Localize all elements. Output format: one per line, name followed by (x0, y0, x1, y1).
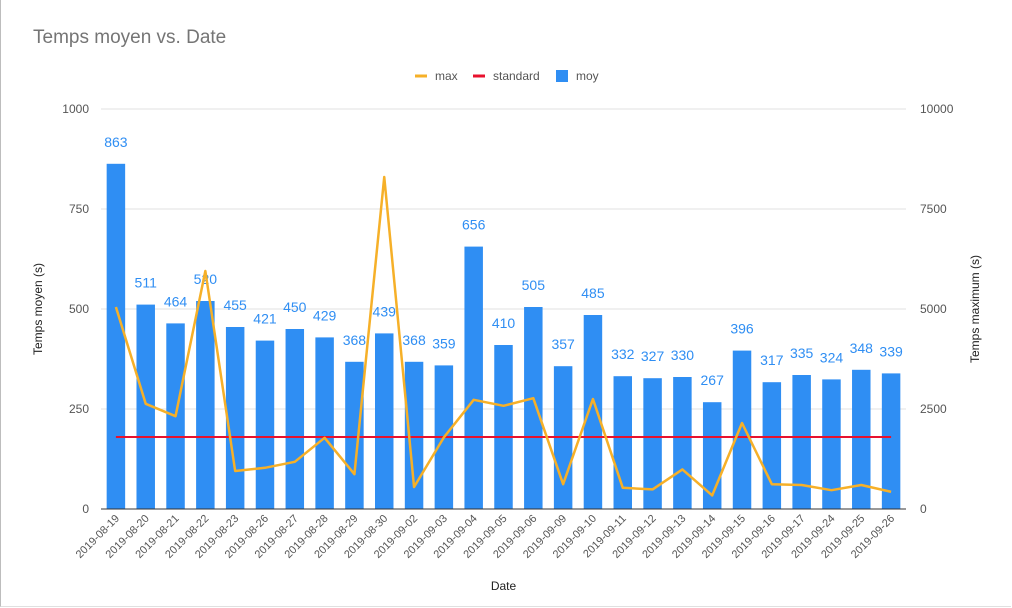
bar-moy (583, 315, 603, 509)
bar-moy (881, 373, 901, 509)
y2-tick-label: 2500 (920, 402, 947, 416)
bar-data-label: 339 (879, 343, 903, 359)
bar-data-label: 359 (432, 335, 456, 351)
bar-data-label: 410 (492, 315, 516, 331)
bar-data-label: 327 (641, 348, 665, 364)
bar-moy (792, 375, 811, 509)
bar-data-label: 485 (581, 285, 605, 301)
legend-label-max: max (435, 69, 458, 83)
y2-tick-label: 10000 (920, 102, 954, 116)
y-tick-label: 250 (69, 402, 89, 416)
bar-data-label: 324 (820, 349, 844, 365)
bar-data-label: 332 (611, 346, 635, 362)
bar-data-label: 267 (701, 372, 725, 388)
bar-data-label: 863 (104, 134, 128, 150)
bar-moy (136, 304, 155, 509)
bar-moy (464, 246, 483, 509)
series-line-max (114, 175, 892, 497)
bar-data-label: 505 (522, 277, 546, 293)
bar-moy (643, 378, 662, 509)
bar-data-label: 317 (760, 352, 784, 368)
bar-moy (762, 382, 782, 509)
bar-moy (852, 369, 871, 509)
bar-data-label: 421 (253, 311, 277, 327)
bar-data-label: 429 (313, 307, 337, 323)
bar-moy (673, 377, 692, 509)
y-tick-label: 0 (82, 502, 89, 516)
y2-tick-label: 5000 (920, 302, 947, 316)
bar-data-label: 368 (343, 332, 367, 348)
bar-data-label: 439 (373, 303, 397, 319)
bar-data-label: 330 (671, 347, 695, 363)
x-axis-title: Date (491, 579, 517, 593)
bar-moy (315, 337, 334, 509)
y2-axis-title: Temps maximum (s) (968, 255, 982, 363)
bar-moy (374, 333, 394, 509)
chart-title: Temps moyen vs. Date (33, 27, 227, 48)
bar-data-label: 455 (223, 297, 247, 313)
y2-tick-label: 0 (920, 502, 927, 516)
y2-tick-label: 7500 (920, 202, 947, 216)
bar-moy (524, 307, 543, 509)
bar-moy (225, 327, 245, 509)
legend-label-standard: standard (493, 69, 540, 83)
bar-data-label: 464 (164, 293, 188, 309)
y-axis-title: Temps moyen (s) (31, 263, 45, 355)
bar-moy (494, 345, 513, 509)
legend-label-moy: moy (576, 69, 599, 83)
bar-data-label: 396 (730, 321, 754, 337)
bar-moy (404, 361, 424, 509)
bar-moy (255, 340, 275, 509)
bar-moy (822, 379, 841, 509)
bar-moy (196, 301, 215, 509)
bar-data-label: 656 (462, 217, 486, 233)
bar-moy (285, 329, 305, 509)
bar-moy (106, 163, 126, 510)
y-tick-label: 1000 (62, 102, 89, 116)
bar-data-label: 368 (402, 332, 426, 348)
bar-moy (732, 350, 752, 509)
bar-data-label: 348 (850, 340, 874, 356)
y-tick-label: 500 (69, 302, 89, 316)
bar-data-label: 511 (135, 275, 158, 291)
bar-data-label: 357 (551, 336, 575, 352)
legend-swatch-moy (556, 70, 568, 82)
bar-data-label: 450 (283, 299, 307, 315)
y-tick-label: 750 (69, 202, 89, 216)
bar-moy (345, 361, 364, 509)
bar-data-label: 335 (790, 345, 814, 361)
